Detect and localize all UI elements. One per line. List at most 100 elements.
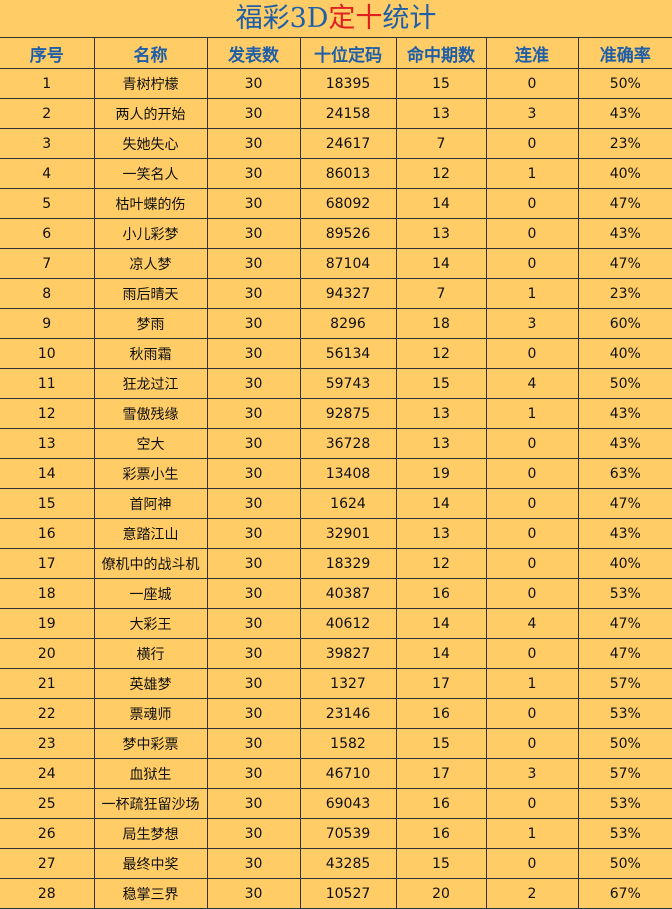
header-accuracy: 准确率 [577,38,672,69]
cell-streak: 0 [485,638,579,669]
table-row: 21 英雄梦 30 1327 17 1 57% [0,668,672,699]
cell-posts: 30 [206,308,301,339]
cell-accuracy: 40% [577,548,672,579]
cell-accuracy: 47% [577,488,672,519]
table-row: 12 雪傲残缘 30 92875 13 1 43% [0,398,672,429]
cell-accuracy: 50% [577,728,672,759]
cell-tens-code: 59743 [299,368,397,399]
cell-tens-code: 40387 [299,578,397,609]
cell-posts: 30 [206,608,301,639]
table-row: 2 两人的开始 30 24158 13 3 43% [0,98,672,129]
cell-streak: 0 [485,788,579,819]
cell-streak: 2 [485,878,579,909]
table-row: 26 局生梦想 30 70539 16 1 53% [0,818,672,849]
table-row: 9 梦雨 30 8296 18 3 60% [0,308,672,339]
cell-index: 9 [0,308,95,339]
cell-index: 17 [0,548,95,579]
cell-name: 凉人梦 [93,248,208,279]
cell-streak: 4 [485,608,579,639]
cell-name: 失她失心 [93,128,208,159]
cell-index: 18 [0,578,95,609]
table-row: 18 一座城 30 40387 16 0 53% [0,578,672,609]
header-streak: 连准 [485,38,579,69]
cell-streak: 0 [485,218,579,249]
cell-posts: 30 [206,128,301,159]
cell-posts: 30 [206,248,301,279]
cell-accuracy: 43% [577,428,672,459]
cell-index: 11 [0,368,95,399]
table-row: 4 一笑名人 30 86013 12 1 40% [0,158,672,189]
cell-index: 21 [0,668,95,699]
table-row: 13 空大 30 36728 13 0 43% [0,428,672,459]
cell-tens-code: 23146 [299,698,397,729]
table-row: 6 小儿彩梦 30 89526 13 0 43% [0,218,672,249]
cell-posts: 30 [206,68,301,99]
cell-posts: 30 [206,278,301,309]
table-row: 5 枯叶蝶的伤 30 68092 14 0 47% [0,188,672,219]
cell-hits: 15 [395,848,487,879]
cell-name: 局生梦想 [93,818,208,849]
cell-tens-code: 40612 [299,608,397,639]
cell-posts: 30 [206,488,301,519]
cell-index: 7 [0,248,95,279]
cell-accuracy: 53% [577,788,672,819]
cell-accuracy: 57% [577,668,672,699]
cell-streak: 1 [485,818,579,849]
table-row: 10 秋雨霜 30 56134 12 0 40% [0,338,672,369]
cell-tens-code: 56134 [299,338,397,369]
table-row: 14 彩票小生 30 13408 19 0 63% [0,458,672,489]
cell-accuracy: 47% [577,248,672,279]
cell-accuracy: 57% [577,758,672,789]
cell-hits: 12 [395,158,487,189]
cell-streak: 0 [485,188,579,219]
cell-accuracy: 40% [577,158,672,189]
cell-tens-code: 87104 [299,248,397,279]
cell-streak: 4 [485,368,579,399]
cell-posts: 30 [206,728,301,759]
table-row: 11 狂龙过江 30 59743 15 4 50% [0,368,672,399]
cell-accuracy: 43% [577,398,672,429]
cell-name: 僚机中的战斗机 [93,548,208,579]
cell-accuracy: 53% [577,818,672,849]
cell-streak: 1 [485,398,579,429]
page-title: 福彩3D定十统计 [0,0,672,38]
cell-name: 意踏江山 [93,518,208,549]
title-part-2: 定十 [328,3,383,34]
table-row: 20 横行 30 39827 14 0 47% [0,638,672,669]
cell-streak: 1 [485,278,579,309]
cell-accuracy: 23% [577,278,672,309]
cell-index: 13 [0,428,95,459]
cell-streak: 0 [485,578,579,609]
cell-tens-code: 86013 [299,158,397,189]
cell-streak: 3 [485,758,579,789]
cell-name: 血狱生 [93,758,208,789]
cell-posts: 30 [206,218,301,249]
cell-streak: 0 [485,458,579,489]
cell-index: 15 [0,488,95,519]
header-name: 名称 [93,38,208,69]
header-hits: 命中期数 [395,38,487,69]
cell-tens-code: 46710 [299,758,397,789]
cell-name: 秋雨霜 [93,338,208,369]
cell-accuracy: 53% [577,578,672,609]
cell-index: 27 [0,848,95,879]
cell-posts: 30 [206,458,301,489]
cell-hits: 7 [395,278,487,309]
cell-streak: 0 [485,848,579,879]
cell-hits: 16 [395,698,487,729]
cell-accuracy: 53% [577,698,672,729]
cell-index: 3 [0,128,95,159]
cell-hits: 16 [395,818,487,849]
cell-name: 票魂师 [93,698,208,729]
cell-hits: 16 [395,788,487,819]
title-part-1: 福彩3D [235,3,329,34]
table-row: 28 稳掌三界 30 10527 20 2 67% [0,878,672,909]
cell-hits: 19 [395,458,487,489]
cell-tens-code: 1624 [299,488,397,519]
cell-name: 一笑名人 [93,158,208,189]
cell-name: 彩票小生 [93,458,208,489]
cell-index: 20 [0,638,95,669]
cell-index: 2 [0,98,95,129]
cell-index: 1 [0,68,95,99]
